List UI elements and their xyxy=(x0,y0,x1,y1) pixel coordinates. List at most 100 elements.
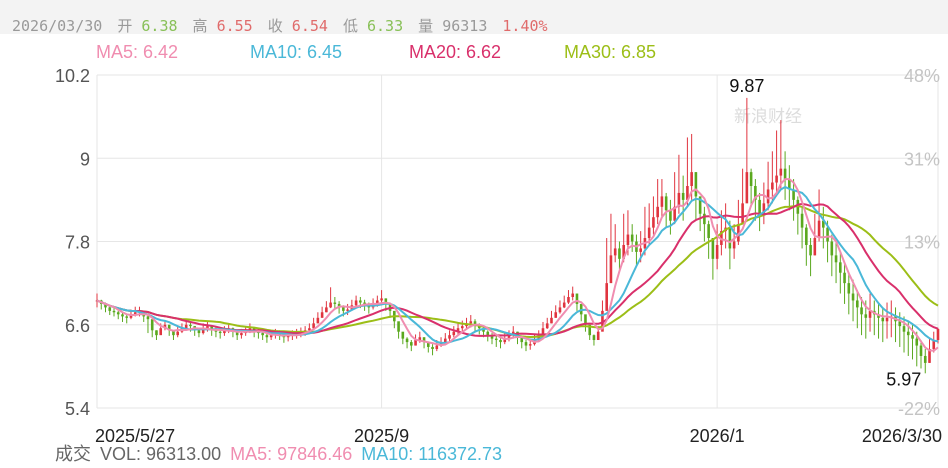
candle-body xyxy=(176,331,180,336)
candle-body xyxy=(847,283,851,294)
candle-body xyxy=(720,231,723,245)
candle-body xyxy=(316,317,320,324)
candle-body xyxy=(771,182,774,190)
x-tick-label: 2025/9 xyxy=(354,426,409,446)
candle-body xyxy=(112,310,116,313)
candle-body xyxy=(206,326,209,329)
candle-body xyxy=(354,300,358,306)
candle-body xyxy=(707,224,710,239)
y-tick-label: 9 xyxy=(80,149,90,169)
candle-body xyxy=(473,321,477,325)
candle-body xyxy=(613,248,617,256)
candle-body xyxy=(618,248,621,259)
candle-body xyxy=(155,330,158,336)
candle-body xyxy=(626,234,630,245)
candle-body xyxy=(919,345,923,356)
candle-body xyxy=(167,324,171,331)
candle-body xyxy=(677,192,681,207)
candle-body xyxy=(159,328,163,336)
x-tick-label: 2026/1 xyxy=(690,426,745,446)
candle-body xyxy=(898,321,902,327)
candle-body xyxy=(923,355,927,363)
candle-body xyxy=(189,324,192,327)
candle-body xyxy=(622,244,625,259)
candle-body xyxy=(405,338,409,343)
candle-body xyxy=(269,335,273,338)
ma5-line xyxy=(96,178,939,352)
volume-row-label: 成交 xyxy=(55,444,91,464)
quote-date: 2026/03/30 xyxy=(12,17,103,35)
candle-body xyxy=(737,224,740,242)
candle-body xyxy=(758,199,761,214)
candle-body xyxy=(116,312,120,315)
candle-body xyxy=(435,345,439,350)
low-label: 低 xyxy=(342,17,358,35)
y-tick-label: 10.2 xyxy=(55,66,90,86)
candle-body xyxy=(881,317,885,322)
candle-body xyxy=(673,206,676,221)
candle-body xyxy=(732,241,736,249)
candle-body xyxy=(885,317,889,322)
candle-body xyxy=(630,234,634,242)
legend-ma10: MA10: 6.45 xyxy=(250,42,343,62)
change-percent: 1.40% xyxy=(502,17,548,35)
candle-body xyxy=(660,196,664,207)
candle-body xyxy=(507,335,511,339)
candle-body xyxy=(584,314,587,325)
candle-body xyxy=(928,349,931,363)
candle-body xyxy=(664,196,668,211)
candle-body xyxy=(741,203,744,225)
candle-body xyxy=(609,255,613,284)
candle-body xyxy=(320,312,324,318)
candle-body xyxy=(605,283,608,311)
candle-body xyxy=(558,307,562,313)
candle-body xyxy=(936,328,940,341)
x-tick-label: 2025/5/27 xyxy=(95,426,175,446)
candle-body xyxy=(805,227,808,245)
moving-averages xyxy=(96,178,939,352)
candle-body xyxy=(503,338,507,343)
candle-body xyxy=(342,307,345,311)
x-tick-label: 2026/3/30 xyxy=(862,426,942,446)
candle-body xyxy=(376,300,379,304)
candle-body xyxy=(223,330,226,334)
open-value: 6.38 xyxy=(141,17,178,35)
volume-summary: 成交 VOL: 96313.00 MA5: 97846.46 MA10: 116… xyxy=(55,440,506,466)
candle-body xyxy=(783,168,787,180)
candle-body xyxy=(240,333,243,336)
candle-body xyxy=(172,330,175,336)
candle-body xyxy=(443,338,447,343)
candle-body xyxy=(308,328,311,331)
y-tick-label: 5.4 xyxy=(65,399,90,419)
candle-body xyxy=(520,337,524,343)
candle-body xyxy=(596,331,600,341)
candle-body xyxy=(681,192,685,200)
quote-bar: 2026/03/30 开 6.38 高 6.55 收 6.54 低 6.33 量… xyxy=(0,0,948,35)
pct-tick-label: 48% xyxy=(904,66,940,86)
open-label: 开 xyxy=(117,17,133,35)
candle-body xyxy=(261,333,264,336)
candle-body xyxy=(121,314,124,317)
candle-body xyxy=(210,326,213,331)
candle-body xyxy=(286,335,290,338)
candle-body xyxy=(562,302,566,308)
candle-body xyxy=(715,244,719,259)
candle-body xyxy=(800,213,804,228)
candle-body xyxy=(652,217,655,228)
candle-body xyxy=(575,293,579,304)
candle-body xyxy=(410,342,413,346)
candle-body xyxy=(108,307,112,311)
candle-body xyxy=(911,335,914,339)
candle-body xyxy=(855,300,859,308)
candles xyxy=(95,97,940,374)
low-annotation: 5.97 xyxy=(886,369,921,389)
candle-body xyxy=(265,335,269,338)
candle-body xyxy=(754,186,757,200)
candle-body xyxy=(312,323,315,329)
candle-body xyxy=(864,314,868,318)
watermark-text: 新浪财经 xyxy=(734,107,802,126)
candle-body xyxy=(333,302,337,304)
candle-body xyxy=(490,335,494,339)
candle-body xyxy=(452,331,456,336)
